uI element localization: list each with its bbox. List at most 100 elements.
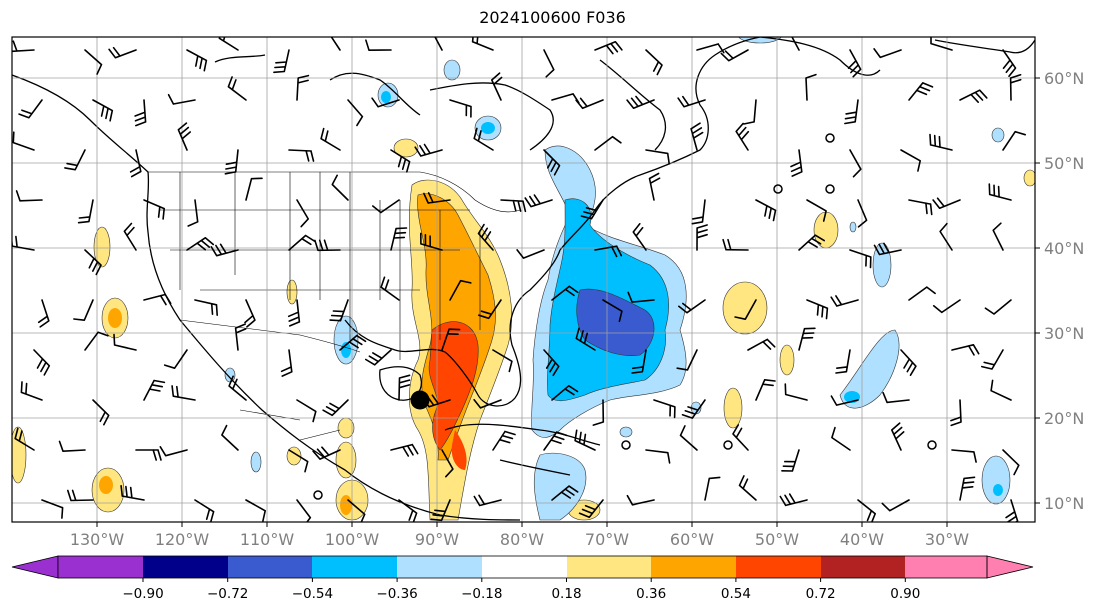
- wind-barb: [339, 334, 367, 351]
- wind-barb: [1005, 499, 1019, 522]
- wind-barb: [288, 234, 316, 251]
- wind-barb: [218, 37, 239, 51]
- wind-barb: [15, 190, 43, 202]
- wind-barb: [1002, 130, 1026, 151]
- wind-barb: [365, 349, 392, 366]
- wind-barb: [681, 399, 706, 419]
- axis-ticks: [96, 77, 1040, 527]
- wind-barb: [784, 383, 808, 401]
- wind-barb: [735, 122, 750, 151]
- wind-barb: [722, 238, 749, 251]
- colorbar-bin: [397, 556, 483, 578]
- wind-barb: [41, 499, 64, 519]
- wind-barb: [676, 349, 698, 371]
- wind-barb: [244, 299, 256, 328]
- lon-label: 90°W: [415, 530, 459, 549]
- wind-barb: [734, 299, 757, 320]
- wind-barb: [221, 424, 239, 451]
- wind-barb: [881, 499, 910, 512]
- colorbar-bin: [482, 556, 568, 578]
- wind-barb: [296, 199, 309, 228]
- wind-barb: [314, 239, 341, 252]
- wind-barb: [186, 237, 215, 251]
- colorbar-tick-label: 0.72: [806, 586, 836, 602]
- wind-barb: [37, 299, 50, 328]
- wind-barb: [543, 49, 555, 78]
- wind-barb: [12, 131, 35, 151]
- wind-barb: [371, 97, 400, 108]
- wind-barb: [830, 395, 859, 406]
- wind-barb: [755, 379, 776, 401]
- wind-barb: [129, 149, 142, 178]
- lon-label: 30°W: [925, 530, 969, 549]
- wind-barb: [791, 37, 800, 51]
- wind-barb: [398, 499, 418, 522]
- wind-barb: [473, 494, 502, 507]
- wind-barb: [143, 199, 165, 220]
- latitude-labels: 60°N 50°N 40°N 30°N 20°N 10°N: [1044, 69, 1084, 513]
- wind-barb: [134, 99, 147, 127]
- map-panel: [12, 37, 1035, 522]
- wind-barb: [908, 199, 933, 216]
- wind-barb: [835, 349, 851, 374]
- wind-barb: [120, 485, 145, 501]
- wind-barb: [245, 499, 266, 522]
- wind-barb: [280, 349, 293, 377]
- wind-barb: [390, 443, 419, 457]
- wind-barb: [704, 476, 721, 501]
- wind-barb: [720, 49, 749, 62]
- wind-barb: [287, 299, 301, 327]
- wind-barb: [113, 333, 137, 351]
- wind-barb: [171, 385, 196, 401]
- wind-barb: [626, 494, 655, 506]
- colorbar: −0.90 −0.72 −0.54 −0.36 −0.18 0.18 0.36 0.54 0.7…: [11, 555, 1034, 602]
- wind-barb: [320, 127, 341, 151]
- lon-label: 60°W: [670, 530, 714, 549]
- wind-barb: [798, 327, 816, 351]
- coastlines: [12, 37, 1035, 521]
- wind-barb: [471, 37, 494, 51]
- colorbar-tick-label: −0.72: [207, 586, 248, 602]
- wind-barb: [677, 95, 706, 108]
- wind-barb: [329, 299, 349, 322]
- lon-label: 40°W: [840, 530, 884, 549]
- wind-barb: [882, 391, 910, 404]
- wind-barb: [92, 99, 114, 122]
- wind-barb: [20, 381, 43, 401]
- wind-barb: [951, 449, 977, 463]
- colorbar-bin: [312, 556, 398, 578]
- wind-barb: [900, 149, 921, 172]
- wind-barb: [492, 430, 516, 451]
- colorbar-bin: [905, 556, 988, 578]
- negative-anomaly-shading: [224, 37, 1011, 521]
- colorbar-tick-label: −0.18: [461, 586, 502, 602]
- wind-barb: [696, 224, 708, 251]
- wind-barb: [449, 279, 472, 301]
- wind-barb: [849, 249, 872, 269]
- wind-barb: [929, 133, 953, 151]
- wind-barb: [92, 399, 110, 426]
- colorbar-tick-label: 0.36: [636, 586, 666, 602]
- lon-label: 50°W: [755, 530, 799, 549]
- wind-barb: [84, 49, 103, 75]
- wind-barb: [847, 49, 862, 78]
- wind-barb: [194, 299, 218, 316]
- wind-barb: [84, 331, 109, 351]
- wind-barb: [524, 194, 553, 208]
- colorbar-bin: [228, 556, 313, 578]
- wind-barb: [163, 349, 188, 369]
- wind-barb: [594, 135, 622, 151]
- wind-barb: [312, 446, 341, 460]
- political-borders: [148, 171, 521, 441]
- colorbar-bin: [58, 556, 144, 578]
- wind-barb: [932, 197, 961, 209]
- wind-barb: [73, 299, 94, 321]
- wind-barb: [691, 199, 706, 225]
- wind-barb: [430, 499, 451, 522]
- wind-barb: [273, 49, 290, 74]
- wind-barb: [64, 149, 86, 171]
- wind-barb: [873, 242, 902, 256]
- colorbar-tick-label: 0.54: [721, 586, 751, 602]
- wind-barb: [678, 299, 706, 314]
- wind-barb: [296, 399, 317, 423]
